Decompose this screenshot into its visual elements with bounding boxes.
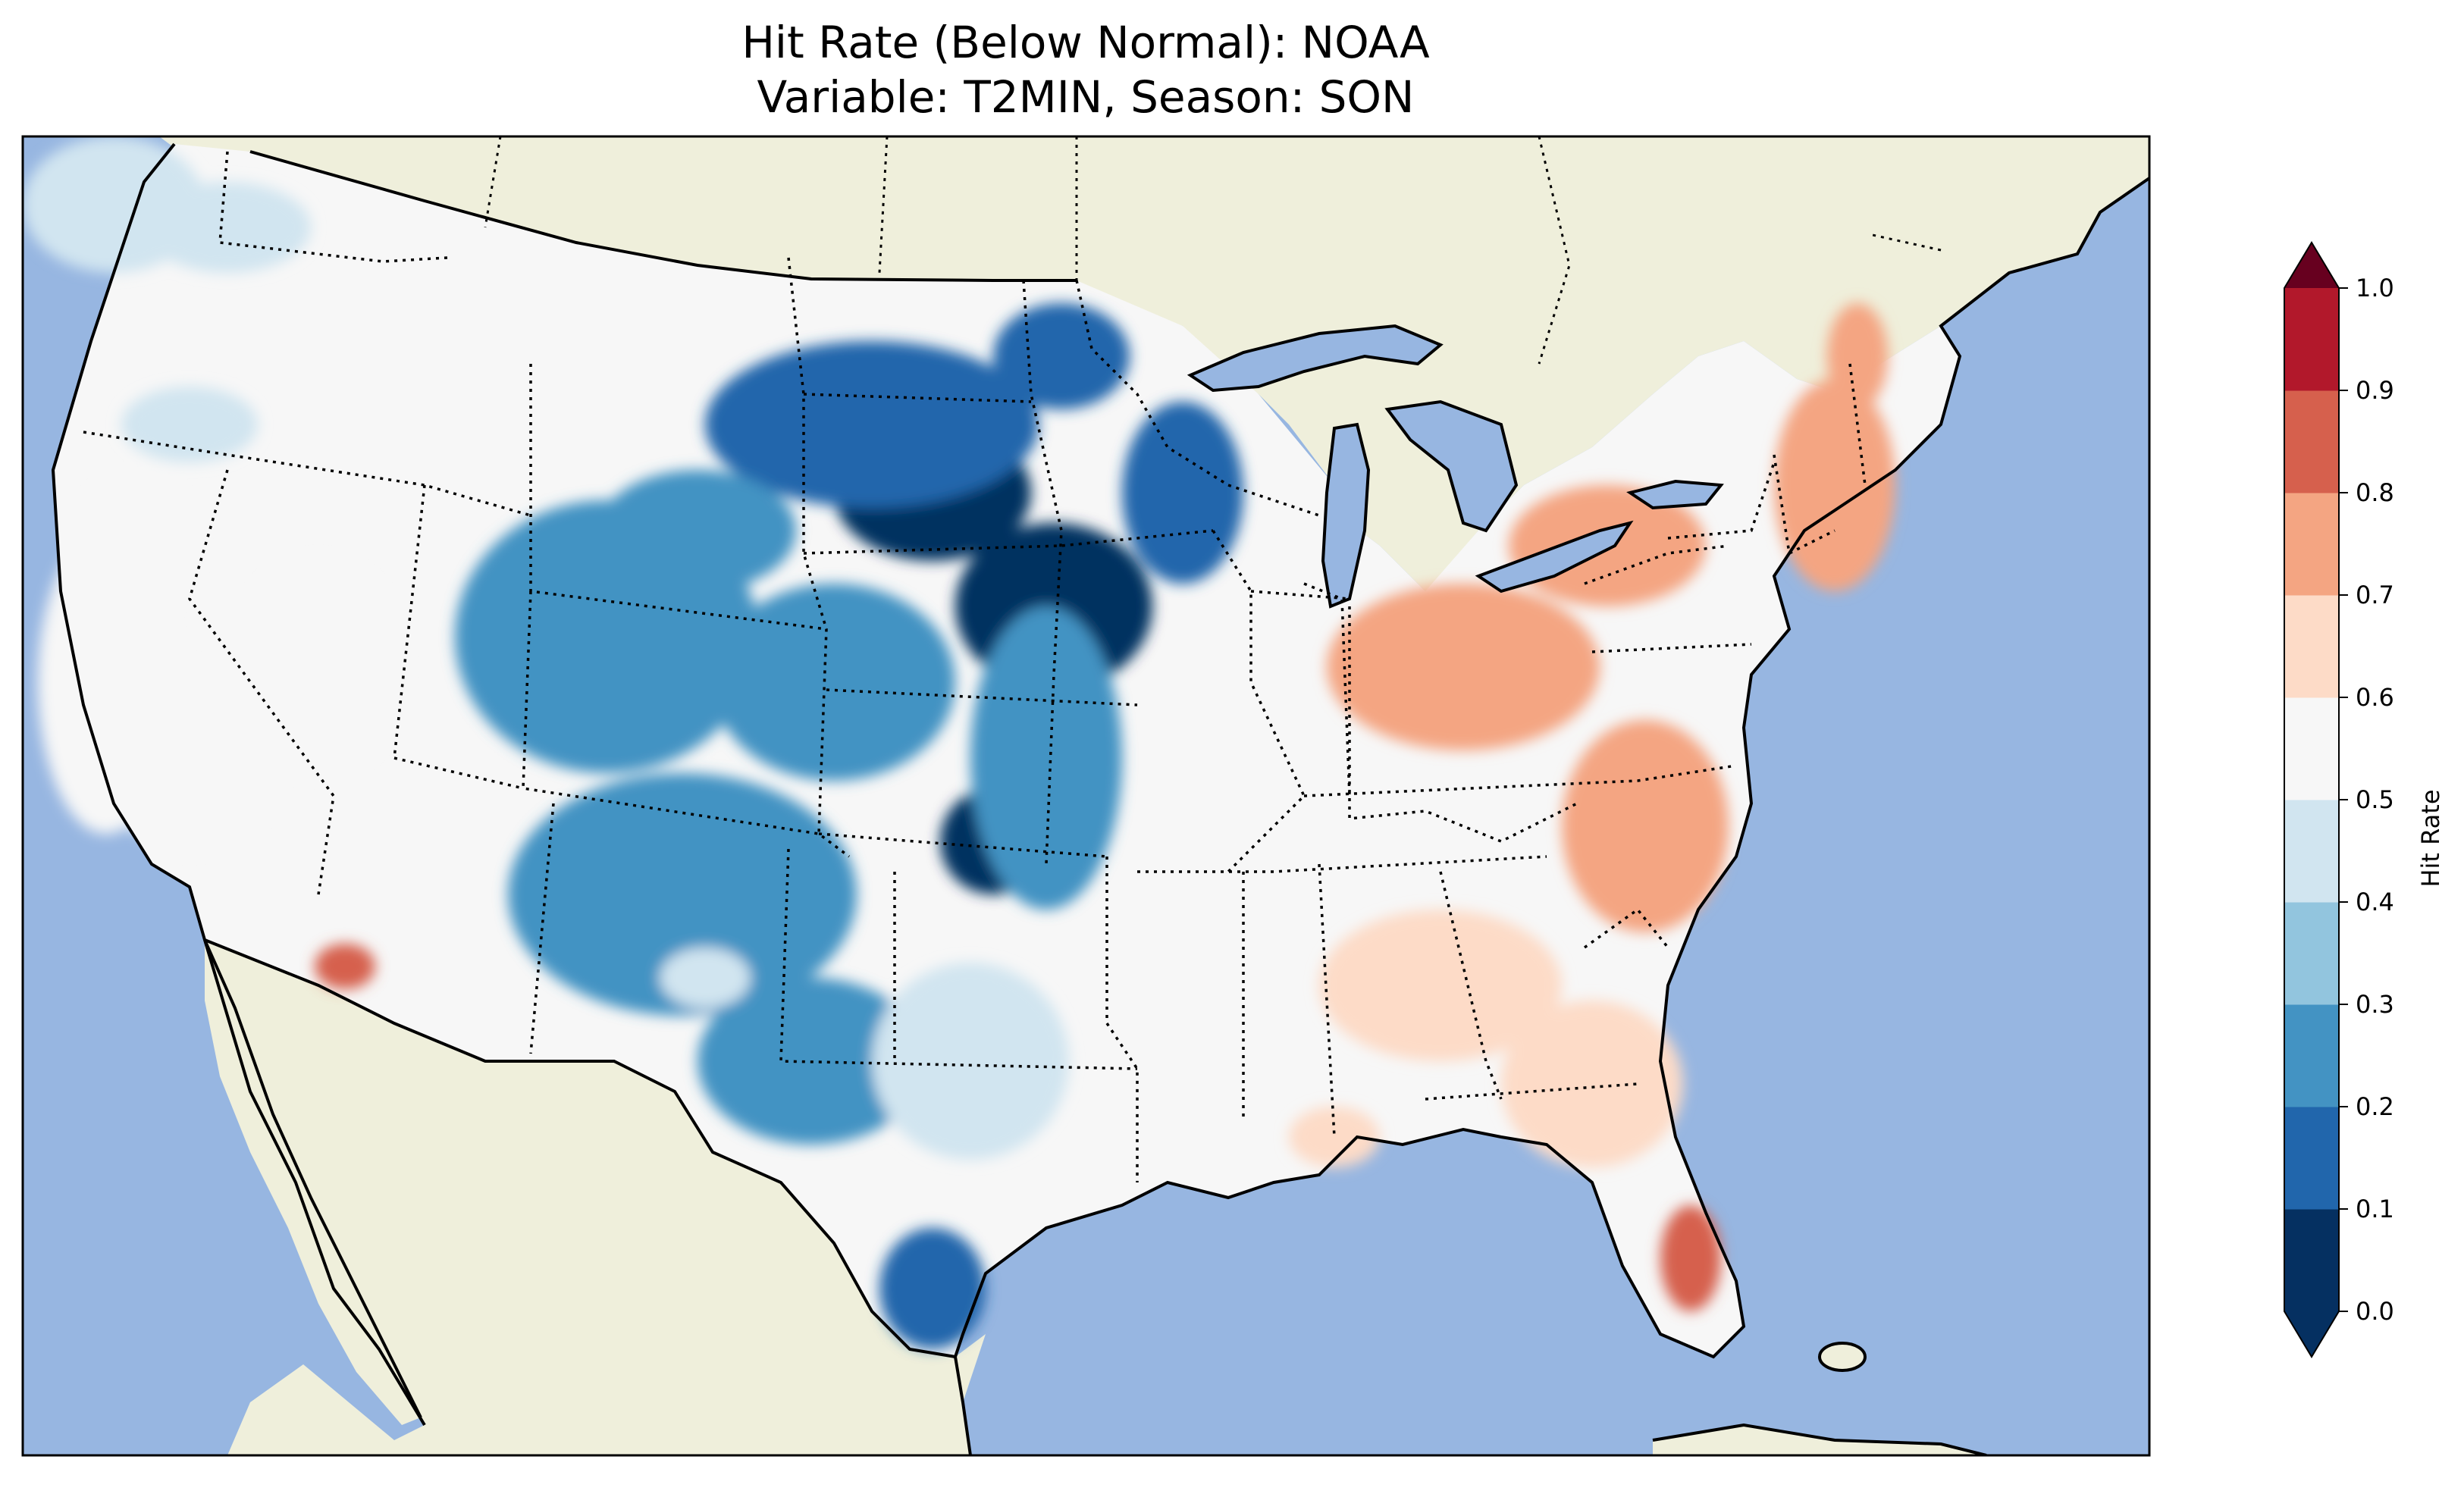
colorbar-tick-label: 0.6 [2356,683,2394,712]
colorbar-segment [2284,697,2339,800]
colorbar-segment [2284,1209,2339,1312]
colorbar-segment [2284,595,2339,698]
heatmap-cell [1327,584,1600,750]
map-panel [23,136,2149,1455]
heatmap-cell [1501,1001,1683,1167]
colorbar-segment [2284,390,2339,493]
lake-erie [1478,523,1630,591]
chart-title: Hit Rate (Below Normal): NOAA [741,17,1430,68]
colorbar-tick-label: 0.1 [2356,1195,2394,1223]
heatmap-cell [235,561,402,773]
colorbar-tick-label: 1.0 [2356,274,2394,302]
chart-subtitle: Variable: T2MIN, Season: SON [757,71,1415,123]
map-frame [21,135,2151,1457]
canada-land [159,136,2149,591]
heatmap-cell [1774,379,1895,591]
colorbar-segment [2284,1107,2339,1210]
colorbar-tick-label: 0.0 [2356,1297,2394,1326]
heatmap-cell [1660,1205,1721,1311]
province-borders [484,136,1942,365]
colorbar-tick-label: 0.4 [2356,888,2394,916]
heatmap-cell [508,773,857,1016]
heatmap-cell [121,387,258,462]
colorbar-extend-bottom [2284,1311,2339,1357]
heatmap-cell [1827,303,1888,409]
colorbar-tick-label: 0.2 [2356,1092,2394,1121]
coastlines [51,143,2149,1455]
heatmap-cell [970,606,1122,910]
heatmap-cell [872,963,1069,1160]
lake-superior [1190,326,1440,390]
bahamas-island [1820,1343,1865,1370]
mexico-land [205,940,986,1455]
heatmap-cell [713,584,955,781]
colorbar-label: Hit Rate [2416,789,2445,887]
heatmap-cell [1319,910,1562,1061]
heatmap-cell [599,470,796,591]
lake-huron [1387,402,1516,531]
colorbar-tick-label: 0.3 [2356,990,2394,1019]
heatmap-cell [315,944,375,989]
colorbar-tick-label: 0.9 [2356,376,2394,405]
heatmap-cell [1289,1107,1380,1167]
colorbar-tick-label: 0.5 [2356,785,2394,814]
colorbar-extend-top [2284,243,2339,288]
heatmap-cell [993,303,1130,409]
colorbar-segment [2284,288,2339,391]
colorbar-tick-label: 0.7 [2356,581,2394,609]
colorbar: 0.0 0.1 0.2 0.3 0.4 0.5 0.6 0.7 0.8 0.9 1.0 [2284,241,2394,1358]
state-borders [83,151,1867,1182]
colorbar-segment [2284,493,2339,596]
heatmap-cell [879,1228,986,1349]
cuba-land [1653,1425,1986,1455]
colorbar-segment [2284,902,2339,1005]
colorbar-tick-label: 0.8 [2356,478,2394,507]
colorbar-segment [2284,1004,2339,1107]
heatmap-cell [76,478,197,614]
heatmap-cell [705,341,1039,508]
colorbar-segment [2284,800,2339,903]
heatmap-cell [99,667,281,849]
heatmap-cell [1122,402,1243,584]
heatmap-cell [660,947,751,1008]
country-borders [204,150,1077,1358]
heatmap-cell [144,182,311,273]
